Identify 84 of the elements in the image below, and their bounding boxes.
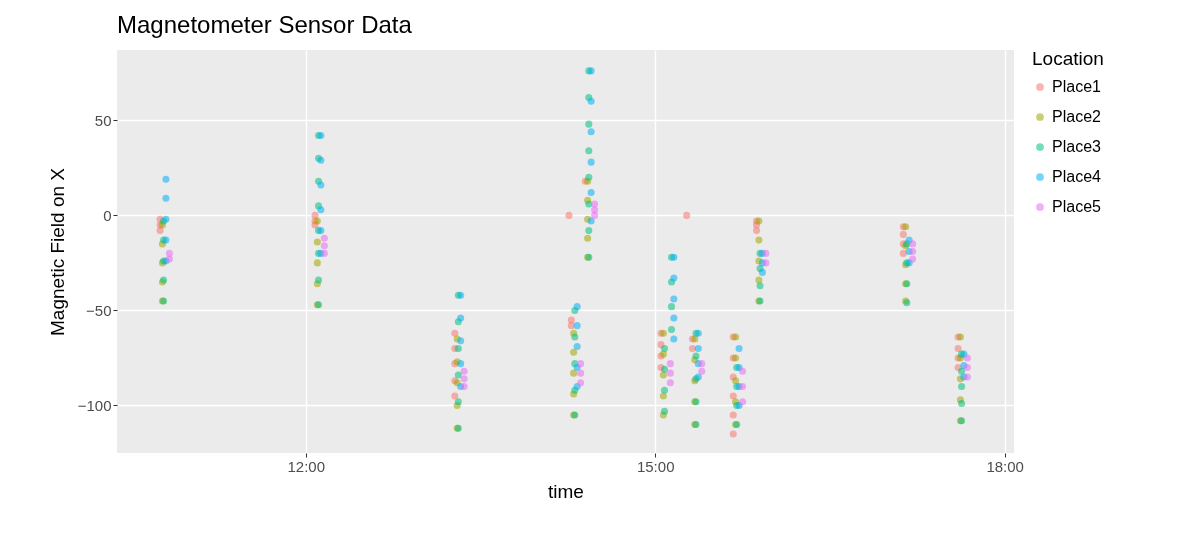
point: [317, 206, 325, 214]
point: [739, 398, 747, 406]
point: [591, 211, 599, 219]
point: [670, 295, 678, 303]
point: [729, 411, 737, 419]
point: [587, 128, 595, 136]
point: [670, 335, 678, 343]
point: [320, 242, 328, 250]
point: [683, 211, 691, 219]
point: [457, 314, 465, 322]
point: [451, 392, 459, 400]
point: [739, 382, 747, 390]
point: [698, 367, 706, 375]
point: [963, 354, 971, 362]
x-tick-label: 15:00: [636, 457, 675, 475]
point: [591, 200, 599, 208]
point: [162, 194, 170, 202]
y-tick-label: −100: [77, 396, 112, 414]
point: [165, 249, 173, 257]
y-tick-label: 0: [103, 206, 112, 224]
legend-title: Location: [1032, 48, 1104, 69]
point: [762, 259, 770, 267]
point: [755, 236, 763, 244]
point: [591, 206, 599, 214]
point: [457, 337, 465, 345]
point: [666, 379, 674, 387]
legend-label: Place2: [1052, 108, 1102, 125]
point: [688, 344, 697, 352]
point: [587, 189, 595, 197]
point: [567, 322, 575, 330]
legend-label: Place5: [1052, 198, 1102, 215]
point: [584, 234, 592, 242]
point: [460, 367, 468, 375]
point: [729, 430, 737, 438]
point: [739, 367, 747, 375]
point: [587, 158, 595, 166]
point: [732, 377, 740, 385]
point: [573, 343, 581, 351]
point: [457, 360, 465, 368]
point: [670, 314, 678, 322]
point: [156, 227, 164, 235]
point: [899, 249, 907, 257]
point: [313, 238, 321, 246]
point: [320, 234, 328, 242]
point: [954, 344, 962, 352]
point: [577, 360, 585, 368]
point: [694, 344, 702, 352]
point: [311, 211, 319, 219]
y-tick-label: −50: [86, 301, 112, 319]
x-tick-label: 12:00: [287, 457, 325, 475]
point: [313, 259, 321, 267]
point: [162, 175, 170, 183]
point: [909, 255, 917, 263]
x-axis-title: time: [548, 480, 584, 502]
point: [909, 240, 917, 248]
point: [909, 247, 917, 256]
point: [570, 369, 578, 377]
point: [565, 211, 573, 219]
point: [659, 392, 667, 400]
legend-label: Place1: [1052, 78, 1102, 95]
point: [698, 360, 706, 368]
point: [735, 344, 743, 352]
x-tick-label: 18:00: [986, 457, 1024, 475]
y-axis-title: Magnetic Field on X: [46, 167, 68, 336]
point: [670, 274, 678, 282]
point: [577, 369, 585, 377]
legend-label: Place4: [1052, 168, 1102, 185]
point: [567, 316, 575, 324]
point: [666, 360, 674, 368]
point: [659, 371, 667, 379]
point: [753, 227, 761, 235]
point: [729, 392, 737, 400]
point: [573, 322, 581, 330]
point: [317, 181, 325, 189]
y-tick-label: 50: [94, 111, 112, 129]
point: [570, 348, 578, 356]
point: [577, 379, 585, 387]
chart-title: Magnetometer Sensor Data: [117, 11, 413, 38]
point: [460, 375, 468, 383]
point: [666, 369, 674, 377]
point: [762, 249, 770, 257]
point: [899, 230, 907, 238]
point: [451, 329, 459, 337]
legend-label: Place3: [1052, 138, 1102, 155]
